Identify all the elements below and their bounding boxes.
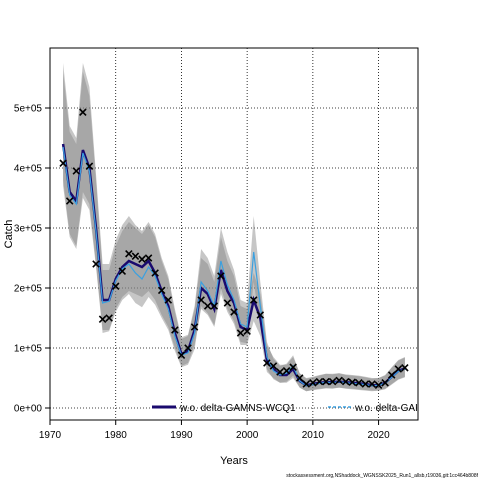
y-tick-label: 0e+00 — [14, 404, 43, 415]
y-tick-label: 1e+05 — [14, 344, 43, 355]
observed-point — [197, 296, 205, 304]
legend-label-series-2: w.o. delta-GAI — [354, 403, 418, 414]
observed-point — [341, 377, 350, 386]
observed-point — [118, 267, 127, 275]
observed-point — [256, 311, 265, 319]
observed-point — [125, 250, 133, 258]
x-tick-label: 1980 — [105, 430, 128, 441]
y-tick-label: 3e+05 — [14, 224, 43, 235]
y-tick-label: 4e+05 — [14, 164, 43, 175]
x-tick-label: 2010 — [302, 430, 325, 441]
observed-point — [381, 379, 389, 387]
legend-label-series-1: w.o. delta-GAMNS-WCQ1 — [179, 403, 296, 414]
observed-point — [289, 363, 297, 371]
observed-point — [282, 367, 291, 375]
x-tick-label: 1990 — [170, 430, 193, 441]
observed-point — [157, 286, 166, 295]
observed-point — [138, 255, 146, 263]
observed-point — [210, 302, 219, 310]
observed-point — [184, 344, 192, 352]
x-axis: 1970 1980 1990 2000 2010 2020 — [39, 420, 390, 441]
observed-point — [401, 364, 409, 372]
legend: w.o. delta-GAMNS-WCQ1 w.o. delta-GAI — [152, 403, 418, 414]
confidence-band-series-1 — [63, 72, 405, 392]
x-tick-label: 2020 — [367, 430, 390, 441]
confidence-bands — [63, 63, 405, 392]
observed-point — [151, 269, 159, 277]
observed-point — [85, 162, 94, 170]
y-tick-label: 2e+05 — [14, 284, 43, 295]
observed-point — [276, 368, 284, 376]
observed-point — [335, 376, 343, 385]
observed-point — [230, 308, 238, 316]
observed-point — [217, 272, 225, 280]
y-tick-label: 5e+05 — [14, 104, 43, 115]
observed-point — [374, 381, 383, 389]
observed-point — [328, 377, 337, 386]
x-tick-label: 2000 — [236, 430, 259, 441]
observed-point — [309, 379, 317, 387]
confidence-band-series-2 — [63, 63, 405, 392]
y-axis: 0e+00 1e+05 2e+05 3e+05 4e+05 5e+05 — [14, 104, 50, 415]
observed-point — [65, 197, 74, 205]
observed-point — [131, 252, 140, 260]
observed-point — [263, 359, 271, 367]
observed-point — [387, 371, 396, 379]
observed-point — [355, 379, 363, 387]
observed-point — [368, 380, 376, 388]
observed-point — [315, 377, 324, 386]
observed-point — [361, 380, 370, 388]
observed-point — [243, 327, 251, 335]
observed-point — [164, 296, 173, 304]
observed-point — [295, 374, 304, 382]
plot-frame — [49, 47, 419, 421]
observed-point — [72, 167, 81, 175]
observed-point — [111, 282, 120, 290]
observed-point — [269, 362, 278, 370]
observed-point — [177, 351, 186, 359]
observed-point — [249, 296, 258, 304]
observed-point — [92, 260, 100, 268]
observed-point — [302, 380, 311, 388]
y-axis-title: Catch — [3, 220, 15, 249]
x-axis-title: Years — [220, 455, 248, 467]
observed-point — [144, 254, 153, 262]
observed-point — [394, 365, 403, 373]
x-tick-label: 1970 — [39, 430, 62, 441]
observed-markers — [59, 108, 409, 389]
observed-point — [223, 299, 232, 307]
observed-point — [98, 315, 107, 323]
observed-point — [348, 378, 357, 386]
observed-point — [190, 323, 199, 331]
observed-point — [203, 302, 212, 310]
footnote: stockassessment.org,NShaddock_WGNSSK2025… — [286, 473, 478, 479]
observed-point — [171, 326, 179, 334]
observed-point — [79, 108, 87, 116]
observed-point — [322, 377, 330, 386]
observed-point — [236, 329, 245, 337]
observed-point — [105, 314, 113, 322]
observed-point — [59, 159, 67, 167]
